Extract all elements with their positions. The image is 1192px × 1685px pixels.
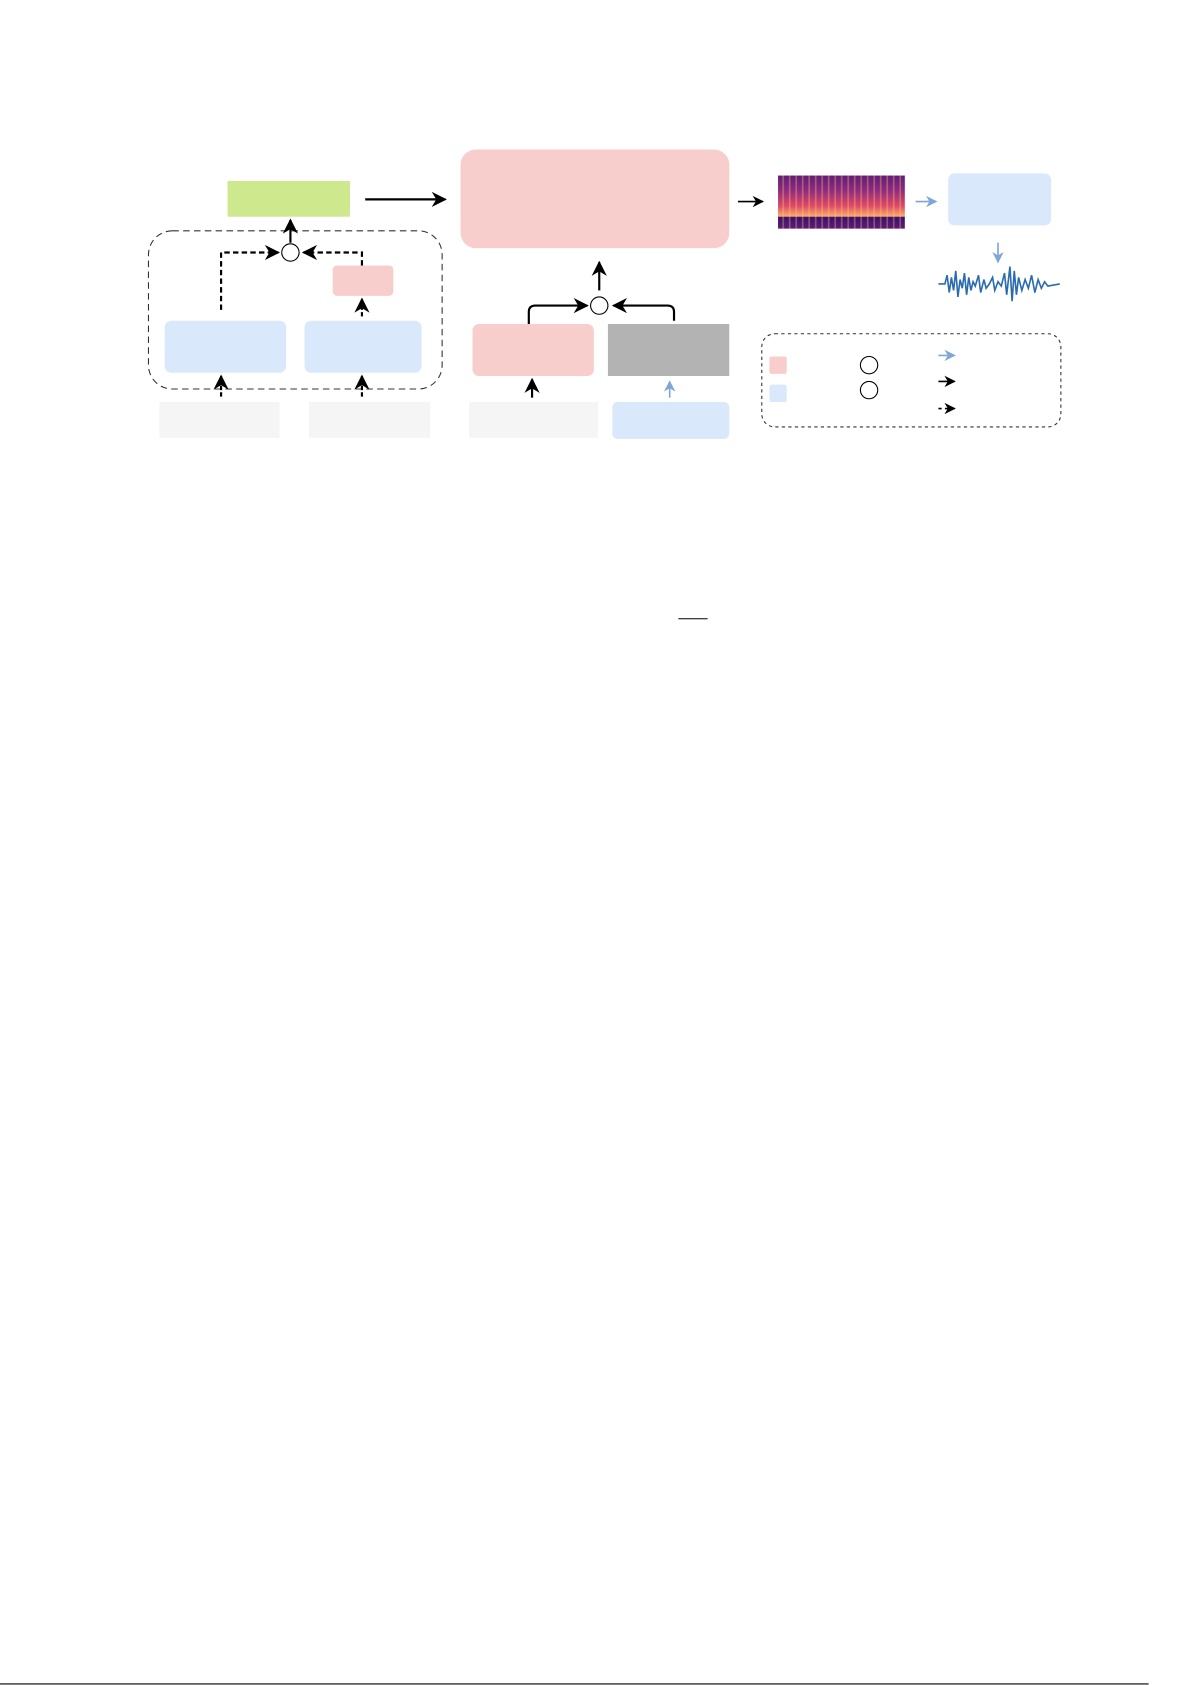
spectrogram: [778, 175, 905, 229]
green-block: [227, 180, 351, 217]
input-block: [159, 402, 280, 438]
operator-circle: [281, 243, 300, 262]
operator-circle: [590, 296, 609, 315]
blue-input-block: [612, 402, 730, 439]
main-block: [460, 149, 730, 249]
vocoder-block: [948, 173, 1052, 226]
legend-swatch: [769, 384, 787, 403]
input-block: [308, 402, 431, 438]
blue-block: [164, 320, 287, 373]
legend-circle: [859, 355, 879, 375]
figure-diagram: [147, 149, 1062, 439]
pink-block: [472, 323, 594, 377]
blue-block: [304, 320, 422, 373]
legend-box: [761, 333, 1062, 428]
waveform: [938, 266, 1060, 302]
pink-small-block: [332, 265, 394, 296]
legend-swatch: [769, 356, 787, 374]
legend-circle: [859, 380, 879, 400]
gray-block: [607, 323, 730, 377]
input-block: [469, 402, 599, 438]
